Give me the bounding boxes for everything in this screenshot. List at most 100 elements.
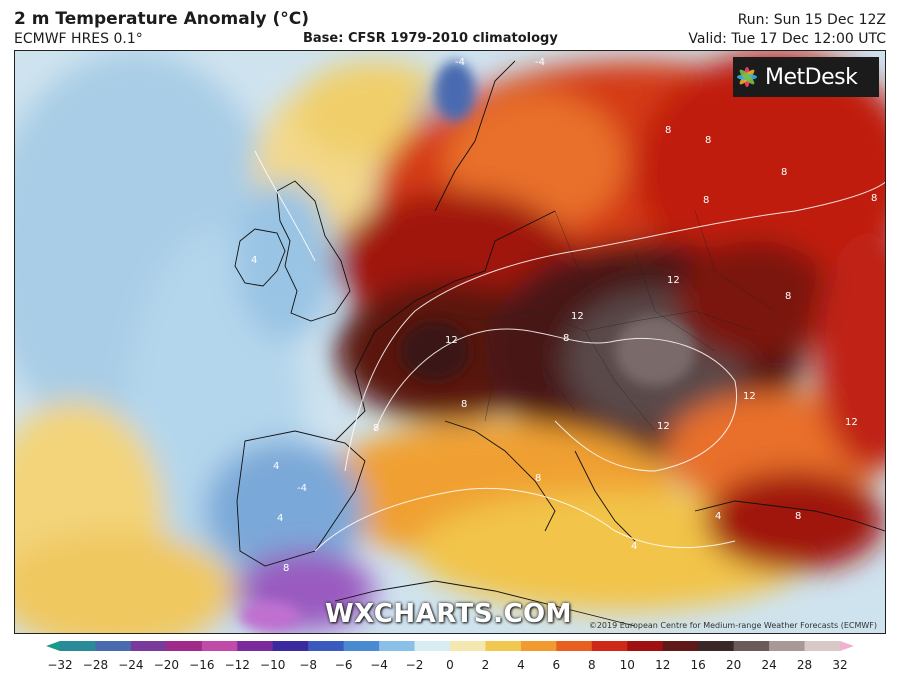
contour-label: 4 (251, 255, 257, 266)
borders (434, 210, 776, 432)
anomaly-highlights (240, 61, 695, 631)
copyright-notice: ©2019 European Centre for Medium-range W… (588, 621, 877, 630)
colorbar-segment (379, 641, 416, 651)
colorbar-tick-label: −32 (47, 658, 73, 672)
iberia-coast (236, 430, 366, 567)
colorbar-segment (201, 641, 238, 651)
contour-label: 8 (705, 135, 711, 146)
climatology-base-label: Base: CFSR 1979-2010 climatology (303, 31, 558, 46)
colorbar-tick-label: 6 (552, 658, 561, 672)
contour-label: 12 (845, 417, 858, 428)
contour-label: 12 (743, 391, 756, 402)
colorbar-tick-label: −4 (370, 658, 388, 672)
contour-lines (254, 150, 885, 552)
run-time-label: Run: Sun 15 Dec 12Z (737, 12, 886, 28)
colorbar-segments (46, 641, 854, 651)
britain-coast (276, 180, 351, 322)
metdesk-logo-text: MetDesk (765, 64, 858, 90)
colorbar-tick-label: 8 (587, 658, 596, 672)
colorbar-tick-label: −28 (82, 658, 109, 672)
valid-time-label: Valid: Tue 17 Dec 12:00 UTC (688, 31, 886, 47)
colorbar-segment (556, 641, 593, 651)
colorbar-tick-label: 32 (832, 658, 848, 672)
contour-label: -4 (535, 57, 545, 68)
colorbar-tick-labels: −32 −28 −24 −20 −16 −12 −10 −8 −6 −4 −2 0 2 4 6 8 10 12 16… (46, 658, 854, 674)
anomaly-map-canvas: -4 -4 4 4 -4 4 8 8 8 8 8 8 12 12 12 12 8… (15, 51, 885, 633)
colorbar-tick-label: 16 (690, 658, 706, 672)
contour-label: 8 (665, 125, 671, 136)
colorbar-tick-label: 28 (796, 658, 813, 672)
contour-4 (314, 487, 736, 552)
colorbar-tick-label: −16 (189, 658, 215, 672)
contour-label: 12 (445, 335, 458, 346)
colorbar-tick-label: 12 (655, 658, 671, 672)
scandinavia-coast (434, 60, 516, 212)
contour-label: 4 (277, 513, 283, 524)
contour-0 (254, 150, 316, 262)
italy-coast (444, 420, 556, 532)
africa-coast (334, 580, 636, 627)
colorbar-segment (733, 641, 770, 651)
colorbar-segment (450, 641, 486, 651)
colorbar-segment (769, 641, 806, 651)
colorbar-segment (662, 641, 699, 651)
anomaly-map[interactable]: -4 -4 4 4 -4 4 8 8 8 8 8 8 12 12 12 12 8… (14, 50, 886, 634)
contour-label: 8 (373, 423, 379, 434)
colorbar-segment (272, 641, 309, 651)
colorbar-tick-label: −6 (334, 658, 353, 672)
black-sea-coast (694, 500, 885, 532)
france-coast (334, 210, 556, 442)
colorbar-segment (95, 641, 132, 651)
colorbar-segment (343, 641, 380, 651)
contour-label: 8 (785, 291, 791, 302)
contour-label: 8 (795, 511, 801, 522)
contour-label: 8 (461, 399, 467, 410)
contour-label: 8 (703, 195, 709, 206)
contour-label: 8 (563, 333, 569, 344)
colorbar-tick-label: −12 (224, 658, 250, 672)
colorbar-segment (627, 641, 664, 651)
colorbar-segment (60, 641, 96, 651)
colorbar-tick-label: −2 (405, 658, 424, 672)
contour-label: -4 (455, 57, 465, 68)
colorbar-tick-label: −10 (260, 658, 286, 672)
colorbar-segment (166, 641, 203, 651)
chart-title: 2 m Temperature Anomaly (°C) (14, 9, 310, 29)
colorbar-segment (520, 641, 557, 651)
contour-8 (344, 181, 885, 472)
contour-label: -4 (297, 483, 307, 494)
colorbar-segment (804, 641, 841, 651)
contour-12 (374, 328, 737, 472)
balkan-coast (574, 450, 636, 542)
metdesk-logo: MetDesk (733, 57, 879, 97)
colorbar-segment (237, 641, 274, 651)
contour-label: 12 (667, 275, 680, 286)
wxcharts-watermark: WXCHARTS.COM (325, 599, 573, 629)
colorbar-segment (414, 641, 451, 651)
colorbar-tick-label: 10 (619, 658, 635, 672)
colorbar-tick-label: 20 (725, 658, 742, 672)
model-label: ECMWF HRES 0.1° (14, 31, 143, 47)
colorbar-arrow-low (46, 641, 60, 651)
contour-label: 12 (657, 421, 670, 432)
colorbar-segment (485, 641, 522, 651)
contour-labels: -4 -4 4 4 -4 4 8 8 8 8 8 8 12 12 12 12 8… (251, 57, 877, 574)
colorbar-segment (308, 641, 345, 651)
contour-label: 8 (871, 193, 877, 204)
contour-label: 4 (715, 511, 721, 522)
colorbar (46, 641, 854, 651)
anomaly-field (15, 51, 885, 633)
colorbar-tick-label: −8 (299, 658, 318, 672)
contour-label: 8 (283, 563, 289, 574)
metdesk-logo-icon (737, 67, 757, 87)
colorbar-tick-label: 4 (517, 658, 525, 672)
contour-label: 12 (571, 311, 584, 322)
ireland-coast (234, 228, 286, 287)
colorbar-arrow-high (840, 641, 854, 651)
contour-label: 4 (273, 461, 279, 472)
contour-label: 8 (781, 167, 787, 178)
coastlines (234, 60, 885, 627)
colorbar-tick-label: −24 (118, 658, 144, 672)
contour-label: 4 (631, 541, 637, 552)
colorbar-tick-label: 2 (481, 658, 490, 672)
